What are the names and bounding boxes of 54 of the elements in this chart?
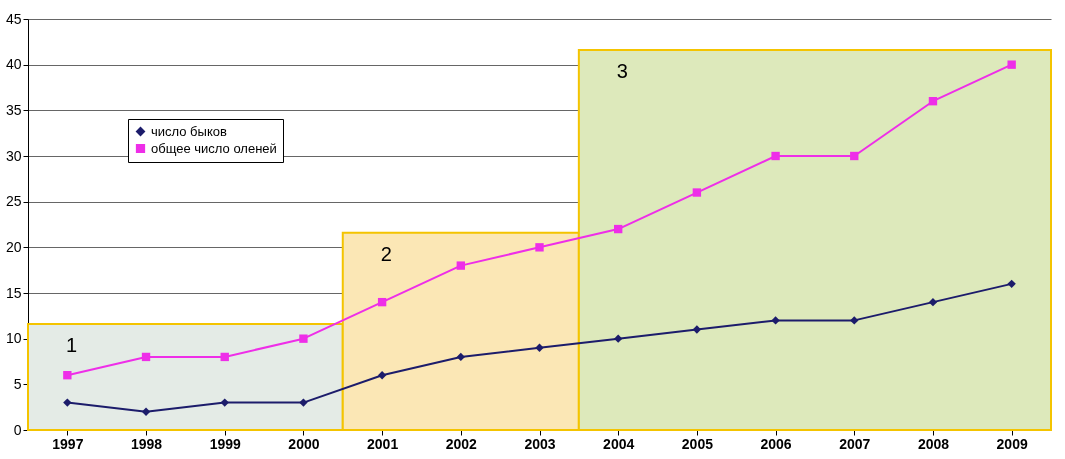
y-tick-label: 30 — [5, 147, 22, 164]
y-tick-label: 10 — [5, 330, 22, 347]
point — [1007, 279, 1016, 289]
point — [1007, 60, 1016, 69]
point — [141, 352, 151, 362]
x-tick-label: 1999 — [209, 435, 242, 452]
point — [614, 224, 623, 234]
point — [771, 151, 780, 161]
point — [850, 316, 859, 325]
y-tick-label: 45 — [5, 10, 22, 27]
band-label: 3 — [616, 60, 628, 83]
point — [220, 398, 229, 407]
point — [692, 188, 702, 197]
x-tick-label: 2006 — [760, 435, 792, 452]
point — [220, 352, 229, 362]
point — [535, 243, 544, 252]
x-tick-label: 1997 — [52, 435, 84, 452]
y-tick-label: 5 — [13, 375, 22, 392]
y-tick-label: 0 — [13, 421, 22, 438]
point — [299, 334, 308, 343]
x-tick-label: 2007 — [839, 435, 871, 452]
point — [535, 343, 544, 352]
point — [614, 334, 623, 343]
legend-label: общее число оленей — [151, 140, 277, 156]
band-label: 1 — [66, 334, 78, 357]
x-tick-label: 2003 — [524, 435, 556, 452]
point — [456, 352, 465, 362]
point — [299, 398, 308, 407]
point — [771, 316, 780, 325]
y-tick-label: 15 — [5, 284, 22, 301]
point — [456, 261, 465, 270]
y-tick-label: 25 — [5, 193, 22, 210]
y-tick-label: 20 — [5, 238, 22, 255]
legend-label: число быков — [151, 123, 227, 139]
x-tick-label: 2009 — [996, 435, 1028, 452]
x-tick-label: 2008 — [917, 435, 950, 452]
x-tick-label: 2001 — [367, 435, 399, 452]
x-tick-label: 1998 — [130, 435, 163, 452]
point — [377, 297, 387, 307]
point — [141, 407, 151, 416]
y-tick-label: 40 — [5, 56, 22, 73]
point — [928, 297, 938, 307]
point — [377, 371, 387, 380]
x-tick-label: 2005 — [681, 435, 714, 452]
point — [850, 151, 859, 161]
point — [63, 371, 72, 380]
y-tick-label: 35 — [5, 101, 22, 118]
point — [928, 97, 938, 106]
x-tick-label: 2002 — [445, 435, 478, 452]
x-tick-label: 2004 — [603, 435, 635, 452]
band-label: 2 — [380, 242, 392, 265]
point — [692, 325, 702, 334]
x-tick-label: 2000 — [288, 435, 320, 452]
point — [63, 398, 72, 407]
